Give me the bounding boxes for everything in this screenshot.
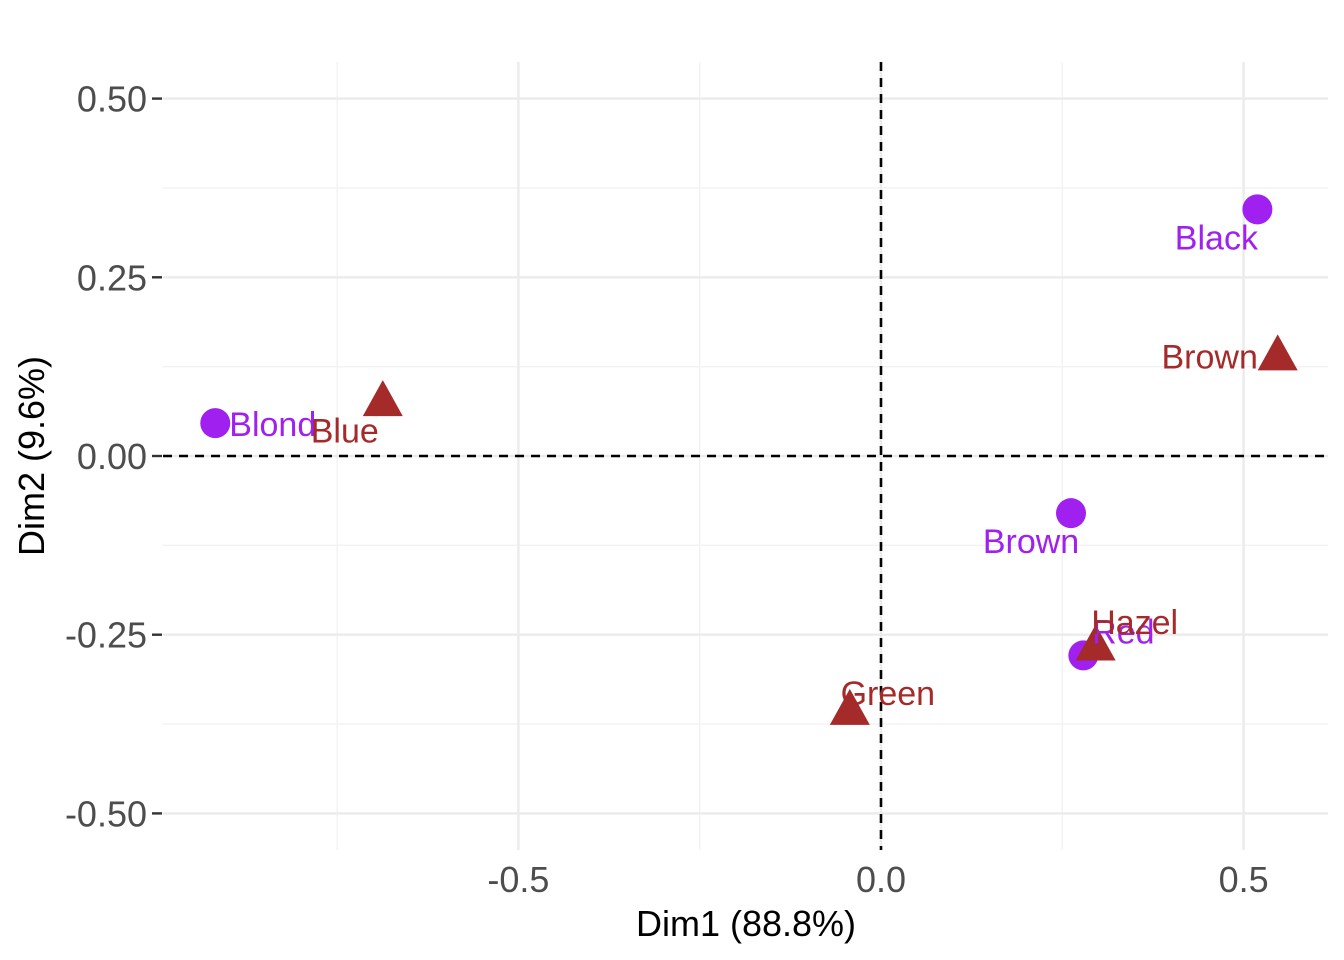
y-tick-label: 0.50 <box>77 79 147 120</box>
y-tick-label: -0.25 <box>65 615 147 656</box>
point-label-blond: Blond <box>229 406 316 444</box>
reference-lines <box>163 62 1328 850</box>
point-label-red: Red <box>1092 613 1154 651</box>
x-tick-label: 0.0 <box>856 859 906 900</box>
y-tick-label: 0.00 <box>77 436 147 477</box>
point-label-blue: Blue <box>311 412 379 450</box>
point-labels: Black Blond Brown Red Brown Blue Hazel Green <box>229 219 1259 713</box>
y-axis-title: Dim2 (9.6%) <box>11 356 52 556</box>
y-tick-label: -0.50 <box>65 793 147 834</box>
minor-gridlines <box>163 62 1328 850</box>
point-circle-blond <box>200 408 231 439</box>
x-tick-label: -0.5 <box>487 859 549 900</box>
point-label-brown: Brown <box>983 523 1079 561</box>
point-label-green: Green <box>841 675 936 713</box>
point-triangle-brown <box>1257 334 1298 371</box>
point-label-hazel: Hazel <box>1091 604 1178 642</box>
point-circle-black <box>1242 194 1273 225</box>
data-points <box>200 194 1298 725</box>
x-axis-title: Dim1 (88.8%) <box>636 903 856 944</box>
y-axis: 0.50 0.25 0.00 -0.25 -0.50 <box>65 79 162 834</box>
y-tick-label: 0.25 <box>77 257 147 298</box>
x-tick-label: 0.5 <box>1219 859 1269 900</box>
point-triangle-green <box>829 688 870 725</box>
x-axis: -0.5 0.0 0.5 <box>487 859 1268 900</box>
point-label-black: Black <box>1175 219 1259 257</box>
point-triangle-blue <box>362 380 403 417</box>
point-circle-brown <box>1056 498 1087 529</box>
point-label-brown: Brown <box>1161 339 1257 377</box>
point-triangle-hazel <box>1075 624 1116 661</box>
